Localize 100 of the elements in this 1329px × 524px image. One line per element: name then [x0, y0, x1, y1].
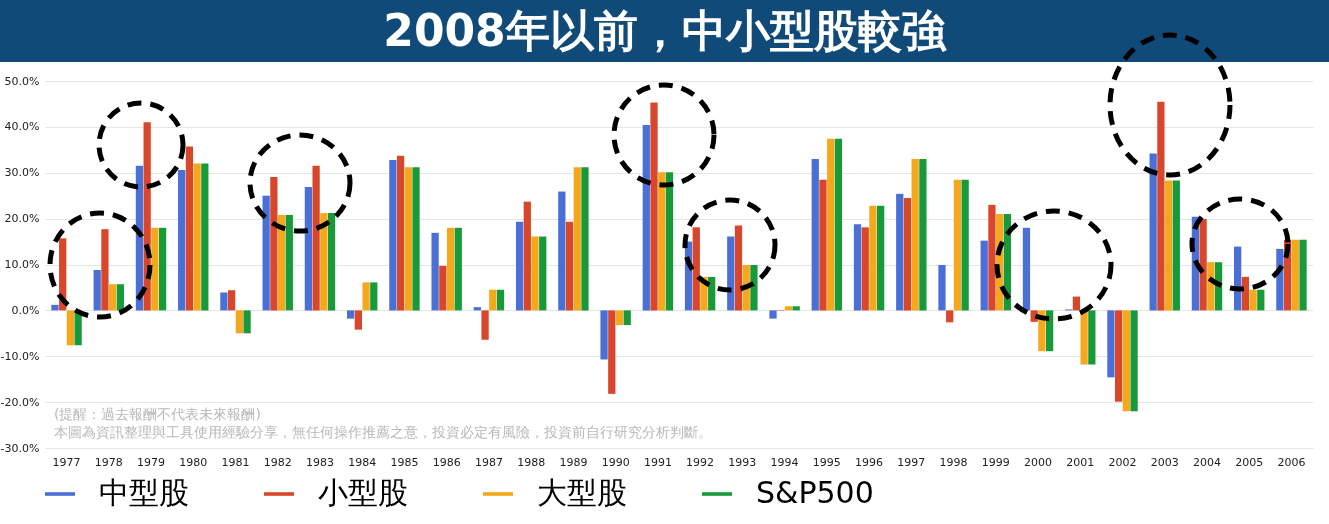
bar — [158, 227, 167, 311]
x-tick-label: 1989 — [559, 455, 588, 469]
bar — [615, 310, 624, 326]
x-tick-label: 1985 — [390, 455, 419, 469]
bar — [1149, 153, 1157, 311]
y-tick-label: 0.0% — [11, 303, 40, 317]
bar — [412, 167, 420, 311]
bar — [1107, 310, 1115, 378]
bar — [93, 270, 101, 311]
bar — [980, 240, 988, 311]
bar — [1164, 180, 1173, 311]
bar — [109, 284, 117, 311]
bar — [558, 191, 566, 311]
x-tick-label: 2005 — [1235, 455, 1264, 469]
x-tick-label: 1992 — [686, 455, 715, 469]
bar — [185, 146, 194, 311]
annotation: (提醒：過去報酬不代表未來報酬) — [54, 405, 262, 423]
bar — [1299, 239, 1307, 311]
bar — [285, 214, 293, 311]
bar — [116, 284, 124, 311]
bar — [946, 310, 954, 323]
bar — [1172, 180, 1180, 311]
bar — [903, 197, 912, 311]
bar — [481, 310, 489, 340]
bar — [446, 227, 455, 311]
bar — [953, 179, 962, 311]
bar — [734, 225, 743, 311]
bar — [66, 310, 75, 346]
bar — [51, 304, 59, 311]
x-tick-label: 1982 — [263, 455, 292, 469]
bar — [1022, 227, 1031, 311]
x-tick-label: 1978 — [94, 455, 123, 469]
bar — [1130, 310, 1138, 412]
bar — [1257, 289, 1265, 311]
bar — [608, 310, 616, 394]
bar — [201, 163, 209, 311]
bar — [896, 193, 904, 311]
bar — [304, 186, 313, 311]
y-tick-label: 20.0% — [4, 212, 40, 226]
bar — [811, 158, 819, 311]
bar — [573, 167, 581, 311]
bar — [708, 276, 716, 311]
bar — [362, 282, 370, 311]
bar — [531, 236, 539, 311]
x-tick-label: 2001 — [1066, 455, 1095, 469]
bar — [642, 125, 650, 311]
bar — [327, 213, 336, 311]
legend-label: 大型股 — [537, 475, 627, 510]
bar — [396, 155, 405, 311]
bar — [869, 205, 877, 311]
y-tick-label: 30.0% — [4, 166, 40, 180]
x-tick-label: 1990 — [601, 455, 630, 469]
y-tick-label: -10.0% — [0, 349, 40, 363]
bar — [489, 289, 497, 311]
bar — [769, 310, 777, 319]
bar — [1122, 310, 1130, 412]
x-tick-label: 2002 — [1108, 455, 1137, 469]
x-tick-label: 1991 — [643, 455, 672, 469]
bar — [665, 172, 674, 311]
bar — [312, 165, 320, 311]
bar — [1249, 289, 1257, 311]
x-tick-label: 1981 — [221, 455, 250, 469]
legend-label: 小型股 — [318, 475, 408, 510]
bar — [853, 224, 862, 311]
y-tick-label: 10.0% — [4, 258, 40, 271]
bar — [320, 213, 328, 311]
x-tick-label: 1997 — [897, 455, 926, 469]
x-tick-label: 1998 — [939, 455, 968, 469]
bar — [431, 232, 439, 311]
bar — [277, 214, 286, 311]
bar — [1199, 219, 1207, 311]
bar — [539, 236, 547, 311]
bar — [370, 282, 378, 311]
bar — [819, 179, 827, 311]
x-tick-label: 1999 — [981, 455, 1010, 469]
bar — [1241, 276, 1249, 311]
bar — [151, 227, 159, 311]
bar — [496, 289, 505, 311]
bar — [354, 310, 362, 330]
bar — [228, 290, 236, 311]
x-tick-label: 1993 — [728, 455, 757, 469]
x-tick-label: 1984 — [348, 455, 377, 469]
x-tick-label: 1980 — [179, 455, 208, 469]
bar — [750, 264, 758, 311]
x-tick-label: 1987 — [474, 455, 503, 469]
bar — [792, 306, 800, 311]
x-tick-label: 1977 — [52, 455, 81, 469]
bar — [389, 159, 397, 311]
bar — [347, 310, 355, 319]
bar — [439, 265, 447, 311]
bar — [515, 221, 524, 311]
bar — [101, 229, 109, 311]
x-tick-label: 1983 — [305, 455, 334, 469]
bar — [270, 176, 278, 311]
bar — [1088, 310, 1096, 365]
bar — [581, 167, 589, 311]
bar — [1157, 101, 1165, 311]
bar — [454, 227, 462, 311]
bar — [938, 264, 946, 311]
bar — [565, 221, 574, 311]
